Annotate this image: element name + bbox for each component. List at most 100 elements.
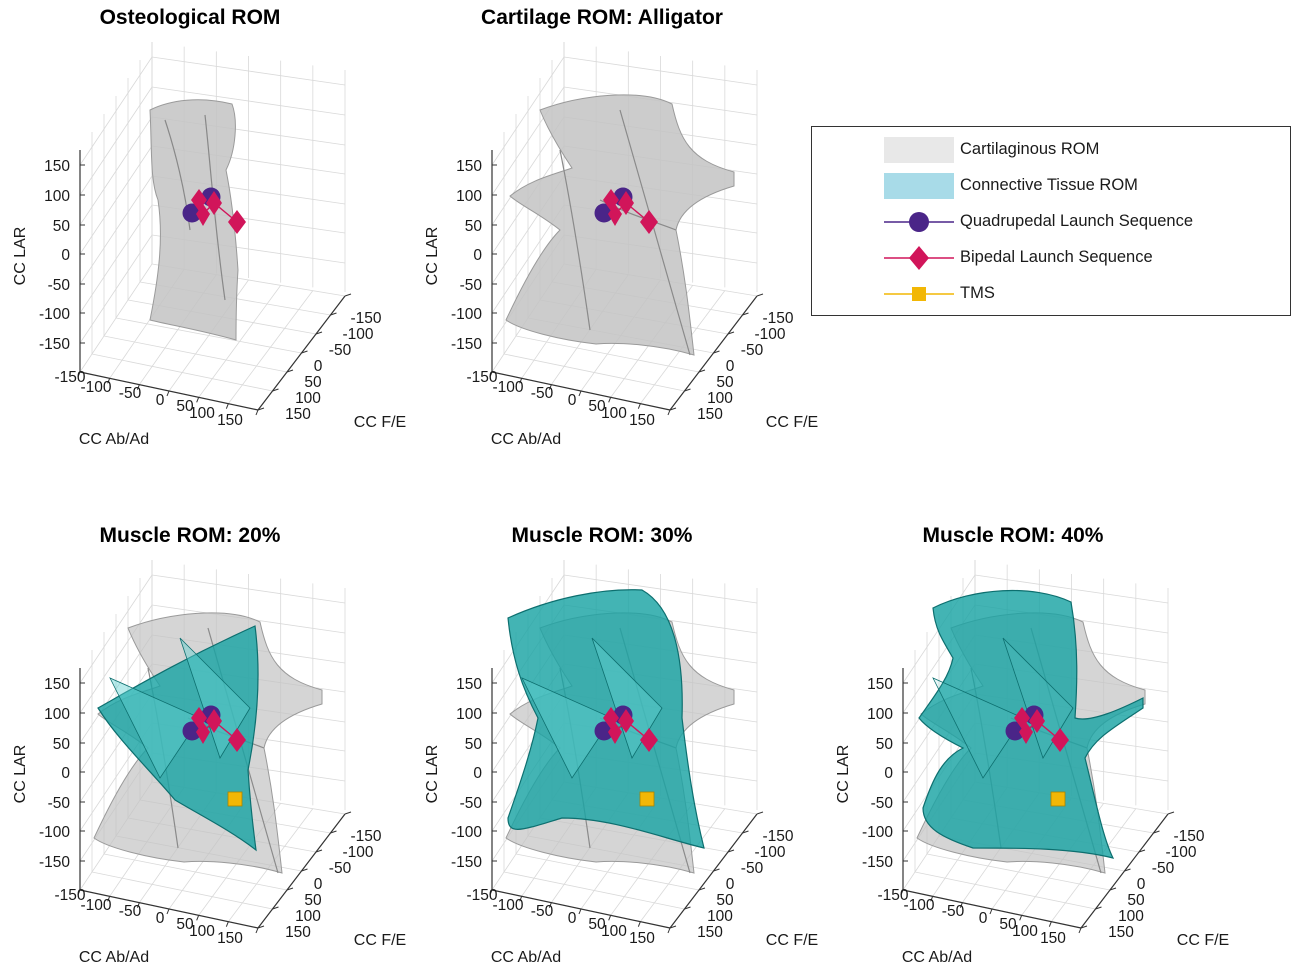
legend-label: Quadrupedal Launch Sequence xyxy=(960,212,1194,230)
y-tick xyxy=(727,331,735,335)
z-tick-label: -150 xyxy=(862,854,893,871)
y-tick-label: 0 xyxy=(726,876,735,893)
x-tick xyxy=(548,902,552,908)
z-tick-label: -50 xyxy=(48,795,71,812)
y-tick xyxy=(1095,906,1102,910)
y-tick-label: 50 xyxy=(304,374,322,391)
panel-title: Cartilage ROM: Alligator xyxy=(481,6,723,29)
x-tick xyxy=(959,902,963,908)
z-tick-label: -100 xyxy=(451,306,482,323)
z-tick-label: -100 xyxy=(39,824,70,841)
legend-item-cartilaginous: Cartilaginous ROM xyxy=(884,135,1284,165)
bipedal-marker xyxy=(608,722,622,744)
bipedal-marker xyxy=(618,191,634,215)
legend-label: TMS xyxy=(960,284,995,302)
rom-surface-cartilaginous xyxy=(505,94,735,356)
legend: Cartilaginous ROM Connective Tissue ROM … xyxy=(811,126,1291,316)
x-tick-label: -150 xyxy=(466,369,497,386)
y-tick xyxy=(1138,849,1146,853)
panel-muscle-30: Muscle ROM: 30% 150 100 50 0 -50 -100 -150 -150… xyxy=(412,518,832,966)
x-tick-label: 100 xyxy=(601,405,627,422)
x-tick-label: 0 xyxy=(156,392,165,409)
legend-label: Cartilaginous ROM xyxy=(960,140,1100,158)
quadrupedal-marker xyxy=(1005,721,1025,741)
panel-muscle-20: Muscle ROM: 20% 150 100 50 0 -50 -100 -150 -150… xyxy=(0,518,420,966)
y-tick xyxy=(272,388,279,392)
z-tick-label: 100 xyxy=(456,706,482,723)
x-tick xyxy=(1048,921,1052,927)
y-tick-label: -100 xyxy=(342,326,373,343)
z-tick-label: 150 xyxy=(44,158,70,175)
x-tick xyxy=(578,390,582,397)
x-tick-label: -50 xyxy=(531,385,554,402)
x-tick-label: -150 xyxy=(54,887,85,904)
y-tick-label: 0 xyxy=(314,358,323,375)
legend-item-quadrupedal: Quadrupedal Launch Sequence xyxy=(884,207,1284,237)
bipedal-marker xyxy=(1019,722,1033,744)
z-tick-label: 100 xyxy=(867,706,893,723)
z-tick-label: 0 xyxy=(61,765,70,782)
y-tick xyxy=(344,293,352,297)
x-tick xyxy=(489,889,493,896)
y-axis-label: CC F/E xyxy=(766,414,818,431)
z-tick-label: 50 xyxy=(465,218,483,235)
x-tick xyxy=(196,397,200,403)
legend-diamond-marker-icon xyxy=(884,246,954,270)
x-tick xyxy=(667,927,671,934)
x-tick-label: -50 xyxy=(119,903,142,920)
x-tick xyxy=(107,378,111,384)
x-tick-label: 50 xyxy=(588,398,606,415)
y-tick xyxy=(330,312,337,316)
x-tick xyxy=(637,921,641,927)
z-tick-label: 100 xyxy=(44,706,70,723)
x-tick xyxy=(1078,927,1082,934)
z-tick-label: -150 xyxy=(451,336,482,353)
x-tick-label: -100 xyxy=(492,897,523,914)
y-tick xyxy=(315,331,323,335)
y-tick-label: 0 xyxy=(726,358,735,375)
y-tick-label: 150 xyxy=(285,924,311,941)
y-tick-label: 100 xyxy=(295,390,321,407)
x-tick xyxy=(166,908,170,915)
y-tick-label: 0 xyxy=(314,876,323,893)
x-tick-label: 50 xyxy=(176,398,194,415)
y-tick xyxy=(756,811,764,815)
bipedal-marker xyxy=(608,204,622,226)
x-tick-label: -100 xyxy=(80,897,111,914)
legend-patch-icon xyxy=(884,137,954,163)
x-tick xyxy=(578,908,582,915)
panel-cartilage-alligator: Cartilage ROM: Alligator 150 100 50 0 -50 -10… xyxy=(412,0,832,448)
y-tick xyxy=(1109,887,1117,891)
x-tick-label: 150 xyxy=(217,412,243,429)
bipedal-marker xyxy=(618,709,634,733)
y-tick-label: -150 xyxy=(762,310,793,327)
x-tick xyxy=(608,397,612,403)
y-tick-label: 150 xyxy=(1108,924,1134,941)
z-tick-label: 0 xyxy=(884,765,893,782)
z-tick-label: 50 xyxy=(53,736,71,753)
y-tick xyxy=(713,350,720,354)
x-tick-label: 50 xyxy=(588,916,606,933)
z-axis-label: CC LAR xyxy=(12,227,29,286)
y-tick-label: -50 xyxy=(329,860,352,877)
panel-title: Osteological ROM xyxy=(99,6,281,29)
z-tick-label: -100 xyxy=(39,306,70,323)
x-tick xyxy=(225,921,229,927)
quadrupedal-marker xyxy=(182,721,202,741)
x-tick xyxy=(255,927,259,934)
y-tick xyxy=(286,369,294,373)
y-tick-label: 100 xyxy=(707,390,733,407)
y-tick-label: 50 xyxy=(716,892,734,909)
x-tick-label: 50 xyxy=(176,916,194,933)
x-axis-label: CC Ab/Ad xyxy=(491,949,561,966)
legend-item-tms: TMS xyxy=(884,279,1284,309)
z-tick-label: -100 xyxy=(451,824,482,841)
z-tick-label: -50 xyxy=(871,795,894,812)
z-tick-label: 100 xyxy=(456,188,482,205)
x-axis-label: CC Ab/Ad xyxy=(902,949,972,966)
x-tick xyxy=(255,409,259,416)
legend-square-marker-icon xyxy=(884,287,954,301)
z-tick-label: 50 xyxy=(53,218,71,235)
x-tick xyxy=(989,908,993,915)
